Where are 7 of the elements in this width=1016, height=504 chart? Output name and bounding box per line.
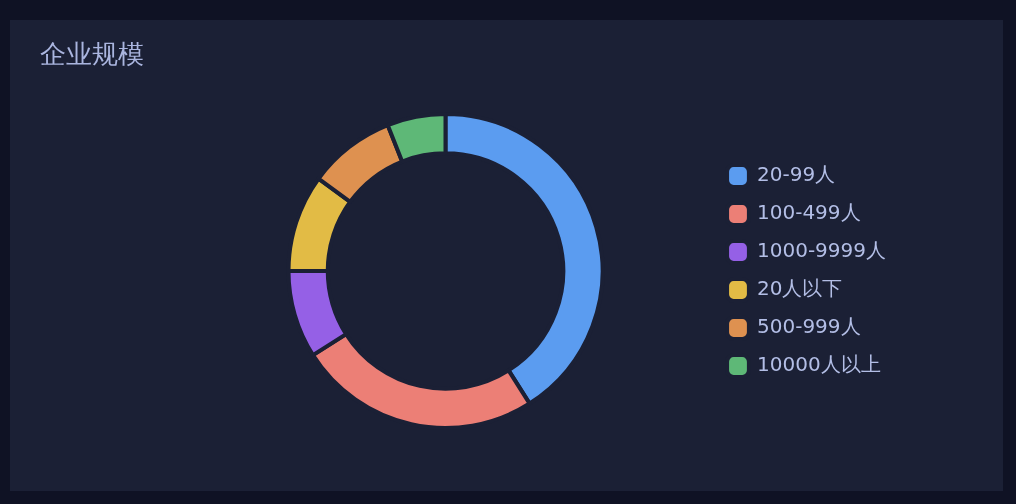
legend-label: 100-499人 [756, 200, 861, 225]
legend-label: 500-999人 [756, 314, 861, 339]
legend-label: 20人以下 [756, 276, 843, 301]
legend-label: 1000-9999人 [756, 238, 886, 263]
chart-title: 企业规模 [40, 38, 144, 71]
legend-label: 20-99人 [756, 162, 836, 187]
legend-label: 10000人以上 [756, 352, 881, 377]
